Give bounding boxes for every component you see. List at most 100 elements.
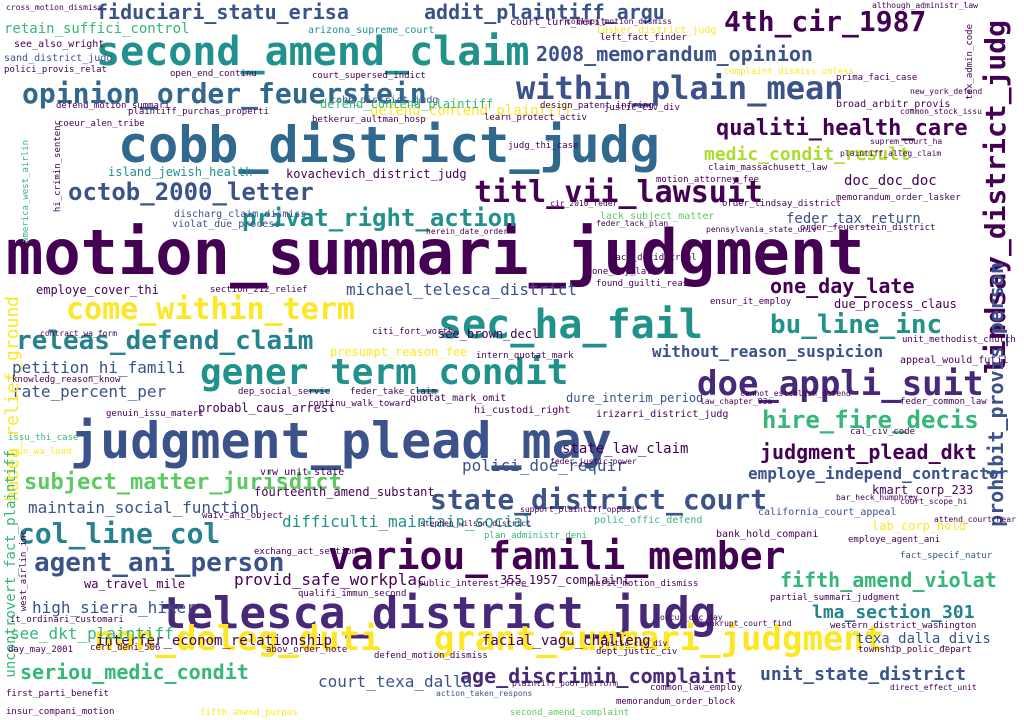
cloud-word: complaint_dismiss_unless: [724, 67, 855, 77]
cloud-word: uncontrovert_fact_plaintiff: [3, 450, 19, 678]
cloud-word: feder_justic_power: [550, 457, 637, 466]
cloud-word: bu_line_inc: [770, 310, 943, 340]
cloud-word: discharg_claim_dismiss: [174, 209, 307, 220]
cloud-word: presumpt_reason_fee: [330, 345, 468, 359]
cloud-word: see_brown_decl: [438, 327, 540, 341]
cloud-word: unit_state_district: [760, 664, 966, 685]
cloud-word: first_parti_benefit: [6, 689, 109, 699]
cloud-word: gener_term_condit: [200, 352, 569, 393]
cloud-word: cobb_district_judg: [330, 95, 439, 106]
cloud-word: left_fact_finder: [600, 33, 687, 43]
cloud-word: probabl_caus_arrest: [198, 401, 336, 415]
cloud-word: cir_2010_feder: [550, 199, 618, 208]
cloud-word: kmart_corp_233: [872, 483, 974, 497]
cloud-word: rate_percent_per: [12, 382, 167, 401]
cloud-word: facial_vagu_challeng: [482, 633, 651, 649]
cloud-word: subject_matter_jurisdict: [24, 470, 342, 495]
cloud-word: partial_summari_judgment: [770, 593, 901, 603]
cloud-word: contract_wa_form: [40, 329, 118, 338]
cloud-word: genuin_issu_materi: [106, 409, 204, 419]
cloud-word: prohibit_provis_person: [984, 262, 1008, 527]
cloud-word: stephen_wilson_district: [420, 519, 531, 528]
cloud-word: law_chapter_93a: [700, 397, 773, 406]
cloud-word: west_airlin_inc: [19, 530, 29, 612]
cloud-word: feder_lack_plan: [596, 219, 669, 228]
cloud-word: court_turn_merit: [510, 17, 607, 28]
cloud-word: petition_hi_famili: [12, 358, 186, 377]
cloud-word: lab_corp_hold: [872, 519, 966, 533]
cloud-word: opinion_order_feuerstein: [22, 77, 427, 110]
cloud-word: justic_civ_div: [600, 639, 668, 648]
cloud-word: direct_effect_unit: [890, 683, 977, 692]
cloud-word: titl_vii_lawsuit: [474, 175, 763, 210]
cloud-word: see_also_wright: [14, 39, 105, 50]
cloud-word: fiduciari_statu_erisa: [96, 0, 349, 24]
cloud-word: cert_deni_506: [90, 643, 161, 653]
cloud-word: hi_custodi_right: [474, 405, 571, 416]
cloud-word: employe_independ_contractor: [748, 464, 1009, 483]
cloud-word: judg_thi_case: [508, 141, 579, 151]
cloud-word: cal_civ_code: [850, 427, 916, 437]
cloud-word: judgment_plead_dkt: [760, 440, 977, 464]
cloud-word: see_dkt_plaintiff: [10, 624, 174, 643]
cloud-word: non_deleg_duti: [94, 619, 381, 659]
cloud-word: feder_tax_return: [786, 211, 921, 227]
cloud-word: doc_doc_doc: [844, 173, 937, 189]
cloud-word: america_west_airlin: [21, 140, 31, 243]
cloud-word: broad_arbitr_provis: [836, 99, 951, 110]
cloud-word: although_administr_law: [872, 1, 978, 10]
cloud-word: 4th_cir_1987: [724, 5, 927, 38]
cloud-word: support_plaintiff_opposit: [520, 505, 641, 514]
cloud-word: arizona_supreme_court: [308, 25, 435, 36]
cloud-word: dure_interim_period: [566, 391, 704, 405]
cloud-word: high_sierra_hiker: [32, 598, 196, 617]
cloud-word: 2008_memorandum_opinion: [536, 42, 813, 66]
cloud-word: state_law_claim: [562, 441, 689, 457]
cloud-word: herein_date_order: [426, 227, 508, 236]
cloud-word: medic_condit_result: [704, 144, 910, 165]
cloud-word: feder_take_claim: [350, 387, 437, 397]
cloud-word: sec_ha_fail: [438, 302, 703, 348]
cloud-word: lasker_district_judg: [596, 25, 717, 36]
cloud-word: seriou_medic_condit: [20, 660, 249, 684]
cloud-word: bankrupt_court_find: [700, 619, 792, 628]
cloud-word: employe_cover_thi: [36, 283, 159, 297]
cloud-word: claim_massachusett_law: [708, 163, 828, 173]
cloud-word: provid_safe_workplac: [234, 570, 427, 589]
cloud-word: action_taken_respons: [436, 689, 533, 698]
cloud-word: motion_attorney_fee: [656, 175, 759, 185]
cloud-word: suprem_court_ha: [870, 137, 943, 146]
cloud-word: exchang_act_section: [254, 547, 357, 557]
cloud-word: issu_thi_case: [8, 433, 79, 443]
cloud-word: justic_civ_div: [604, 103, 680, 113]
cloud-word: judgment_plead_may: [70, 412, 612, 470]
cloud-word: qualiti_health_care: [716, 116, 968, 141]
cloud-word: public_interest_free: [418, 579, 527, 589]
cloud-word: court_texa_dalla: [318, 672, 473, 691]
cloud-word: plaintiff_alleg_claim: [840, 149, 942, 158]
cloud-word: plaintiff_purchas_properti: [128, 107, 269, 117]
cloud-word: township_polic_depart: [858, 645, 972, 655]
cloud-word: doe_appli_suit: [697, 364, 984, 404]
cloud-word: lack_subject_matter: [600, 211, 715, 222]
cloud-word: court_scope_hi: [900, 497, 968, 506]
cloud-word: polici_doe_requir: [462, 456, 626, 475]
cloud-word: common_law_employ: [650, 683, 743, 693]
cloud-word: fourteenth_amend_substant: [254, 485, 435, 499]
cloud-word: fact_specif_natur: [900, 551, 993, 561]
cloud-word: section_212_relief: [210, 285, 308, 295]
cloud-word: island_jewish_health: [108, 165, 253, 179]
cloud-word: waiv_ani_object: [202, 511, 284, 521]
cloud-word: plan_administr_deni: [484, 531, 587, 541]
cloud-word: common_stock_issu: [900, 107, 982, 116]
cloud-word: violat_due_process: [172, 219, 281, 230]
cloud-word: employe_agent_ani: [848, 535, 941, 545]
cloud-word: motion_summari_judgment: [6, 216, 865, 289]
cloud-word: hire_fire_decis: [762, 406, 979, 434]
cloud-word: cross_motion_dismiss: [6, 3, 103, 12]
cloud-word: fifth_amend_purpos: [200, 708, 298, 718]
cloud-word: dep_social_servic: [238, 387, 331, 397]
cloud-word: octob_2000_letter: [68, 178, 314, 206]
cloud-word: found_guilti_reason: [596, 279, 699, 289]
